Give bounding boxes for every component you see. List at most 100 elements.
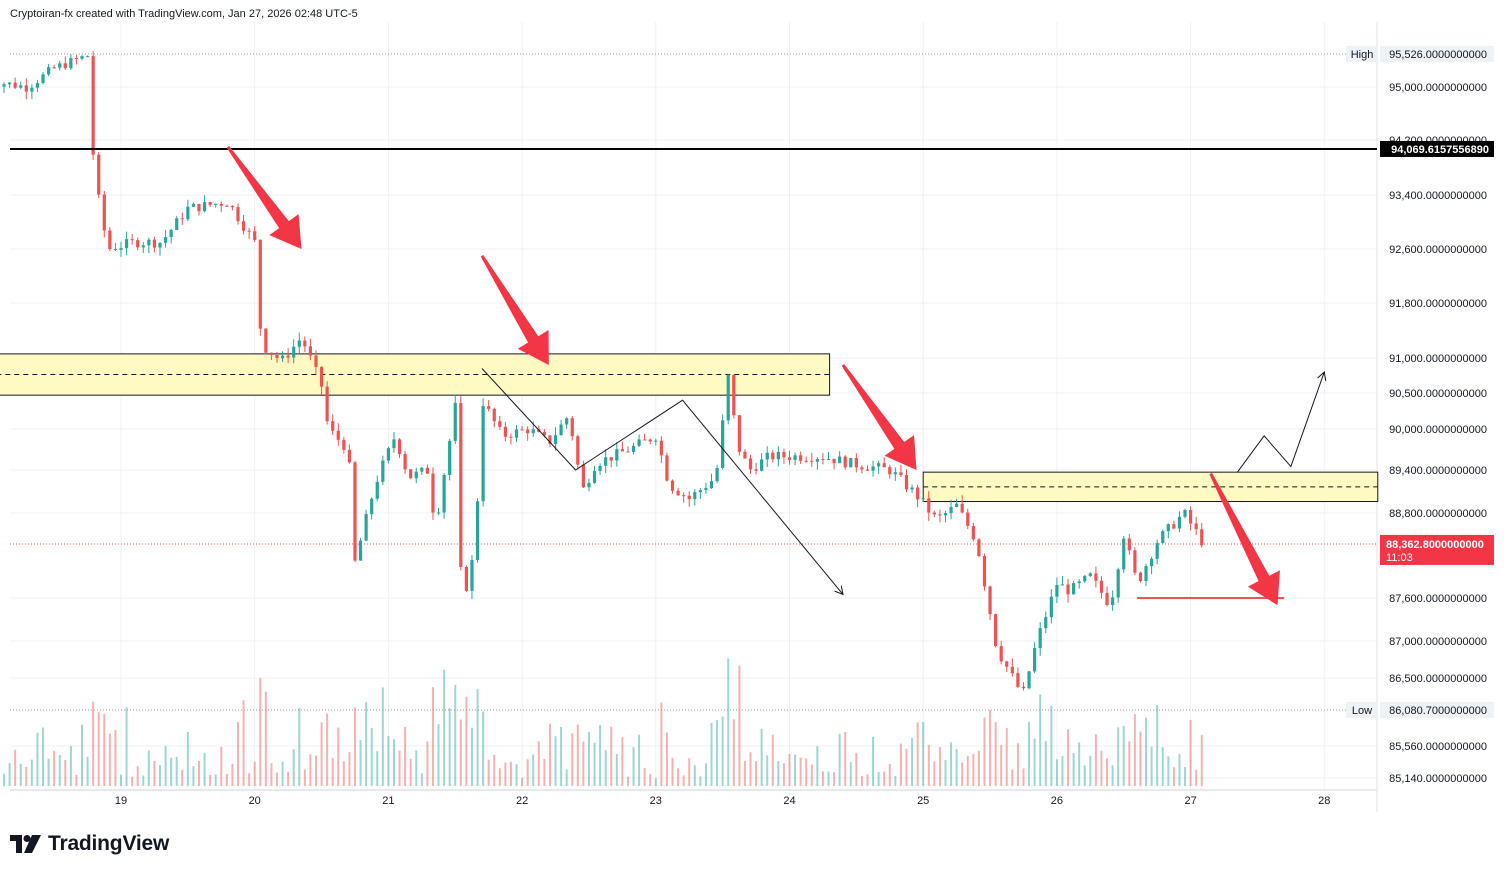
volume-bar	[14, 749, 17, 786]
volume-bar	[883, 771, 886, 786]
candle-body	[141, 245, 145, 248]
volume-bar	[732, 719, 735, 786]
volume-bar	[320, 722, 323, 786]
candle-body	[85, 56, 90, 58]
candle-body	[1166, 524, 1170, 532]
candle-body	[498, 421, 502, 427]
candle-body	[420, 467, 424, 472]
volume-bar	[459, 719, 462, 786]
candle-body	[1200, 529, 1204, 546]
candle-body	[1072, 583, 1076, 595]
candle-body	[331, 421, 335, 431]
volume-bar	[275, 772, 278, 786]
candle-body	[709, 481, 714, 489]
volume-bar	[1111, 765, 1114, 786]
volume-bar	[186, 732, 189, 786]
candle-body	[1083, 575, 1087, 582]
candle-body	[849, 457, 853, 468]
volume-bar	[621, 737, 624, 786]
volume-bar	[225, 773, 228, 786]
candle-body	[397, 439, 402, 455]
volume-bar	[944, 759, 947, 786]
volume-bar	[359, 740, 362, 786]
volume-bar	[905, 748, 908, 786]
high-tag	[1346, 46, 1378, 62]
volume-bar	[1161, 747, 1164, 786]
volume-bar	[30, 759, 33, 786]
volume-bar	[554, 736, 557, 786]
tradingview-brand[interactable]: TradingView	[10, 832, 169, 856]
volume-bar	[1139, 731, 1142, 786]
volume-bar	[771, 734, 774, 786]
volume-bar	[75, 774, 78, 786]
volume-bar	[1050, 705, 1053, 786]
candle-body	[860, 467, 864, 470]
volume-bar	[8, 762, 11, 786]
volume-bar	[515, 764, 518, 786]
candle-body	[1155, 542, 1159, 559]
candle-body	[704, 488, 708, 491]
volume-bar	[476, 688, 479, 786]
volume-bar	[1156, 705, 1159, 786]
candle-body	[743, 451, 747, 459]
candle-body	[576, 436, 580, 465]
candle-body	[442, 474, 446, 513]
volume-bar	[821, 771, 824, 786]
volume-bar	[81, 724, 84, 786]
candle-body	[392, 439, 396, 449]
volume-bar	[158, 765, 161, 786]
candle-body	[1021, 686, 1026, 689]
candle-body	[97, 154, 101, 195]
candle-body	[1094, 573, 1098, 581]
volume-bar	[1117, 727, 1120, 786]
candle-body	[542, 431, 546, 436]
volume-bar	[543, 758, 546, 786]
candle-body	[308, 346, 313, 356]
candle-body	[971, 525, 975, 540]
candle-body	[865, 469, 870, 471]
volume-bar	[537, 741, 540, 786]
candle-body	[553, 435, 558, 444]
price-tick-label: 85,140.0000000000	[1389, 773, 1487, 785]
candle-body	[358, 540, 363, 561]
candle-body	[353, 462, 357, 561]
candle-body	[1144, 566, 1148, 582]
candle-body	[960, 503, 964, 513]
volume-bar	[303, 769, 306, 786]
candle-body	[754, 469, 758, 471]
candle-body	[136, 240, 140, 248]
projection-path	[1236, 371, 1325, 473]
volume-bar	[170, 757, 173, 786]
candle-body	[988, 586, 992, 615]
volume-bar	[409, 758, 412, 786]
candle-body	[492, 408, 496, 422]
volume-bar	[989, 710, 992, 786]
volume-bar	[626, 776, 629, 786]
volume-bar	[248, 773, 251, 786]
volume-bar	[181, 769, 184, 786]
volume-bar	[370, 727, 373, 786]
candle-body	[631, 445, 636, 453]
candle-body	[280, 355, 285, 359]
volume-bar	[420, 773, 423, 786]
candle-body	[659, 440, 663, 456]
candle-body	[1005, 661, 1009, 667]
candle-body	[1049, 596, 1053, 618]
candle-body	[832, 458, 836, 464]
candle-body	[609, 457, 613, 461]
date-tick-label: 26	[1051, 795, 1063, 807]
volume-bar	[927, 744, 930, 786]
candle-body	[782, 451, 786, 458]
volume-bar	[916, 722, 919, 786]
volume-bar	[738, 665, 741, 786]
volume-bar	[454, 684, 457, 786]
volume-bar	[437, 724, 440, 786]
candle-body	[269, 352, 274, 355]
volume-bar	[236, 722, 239, 786]
candle-body	[815, 459, 819, 462]
bearish-arrow	[226, 145, 302, 249]
date-tick-label: 20	[249, 795, 261, 807]
candle-body	[626, 451, 630, 453]
candle-body	[843, 456, 847, 468]
